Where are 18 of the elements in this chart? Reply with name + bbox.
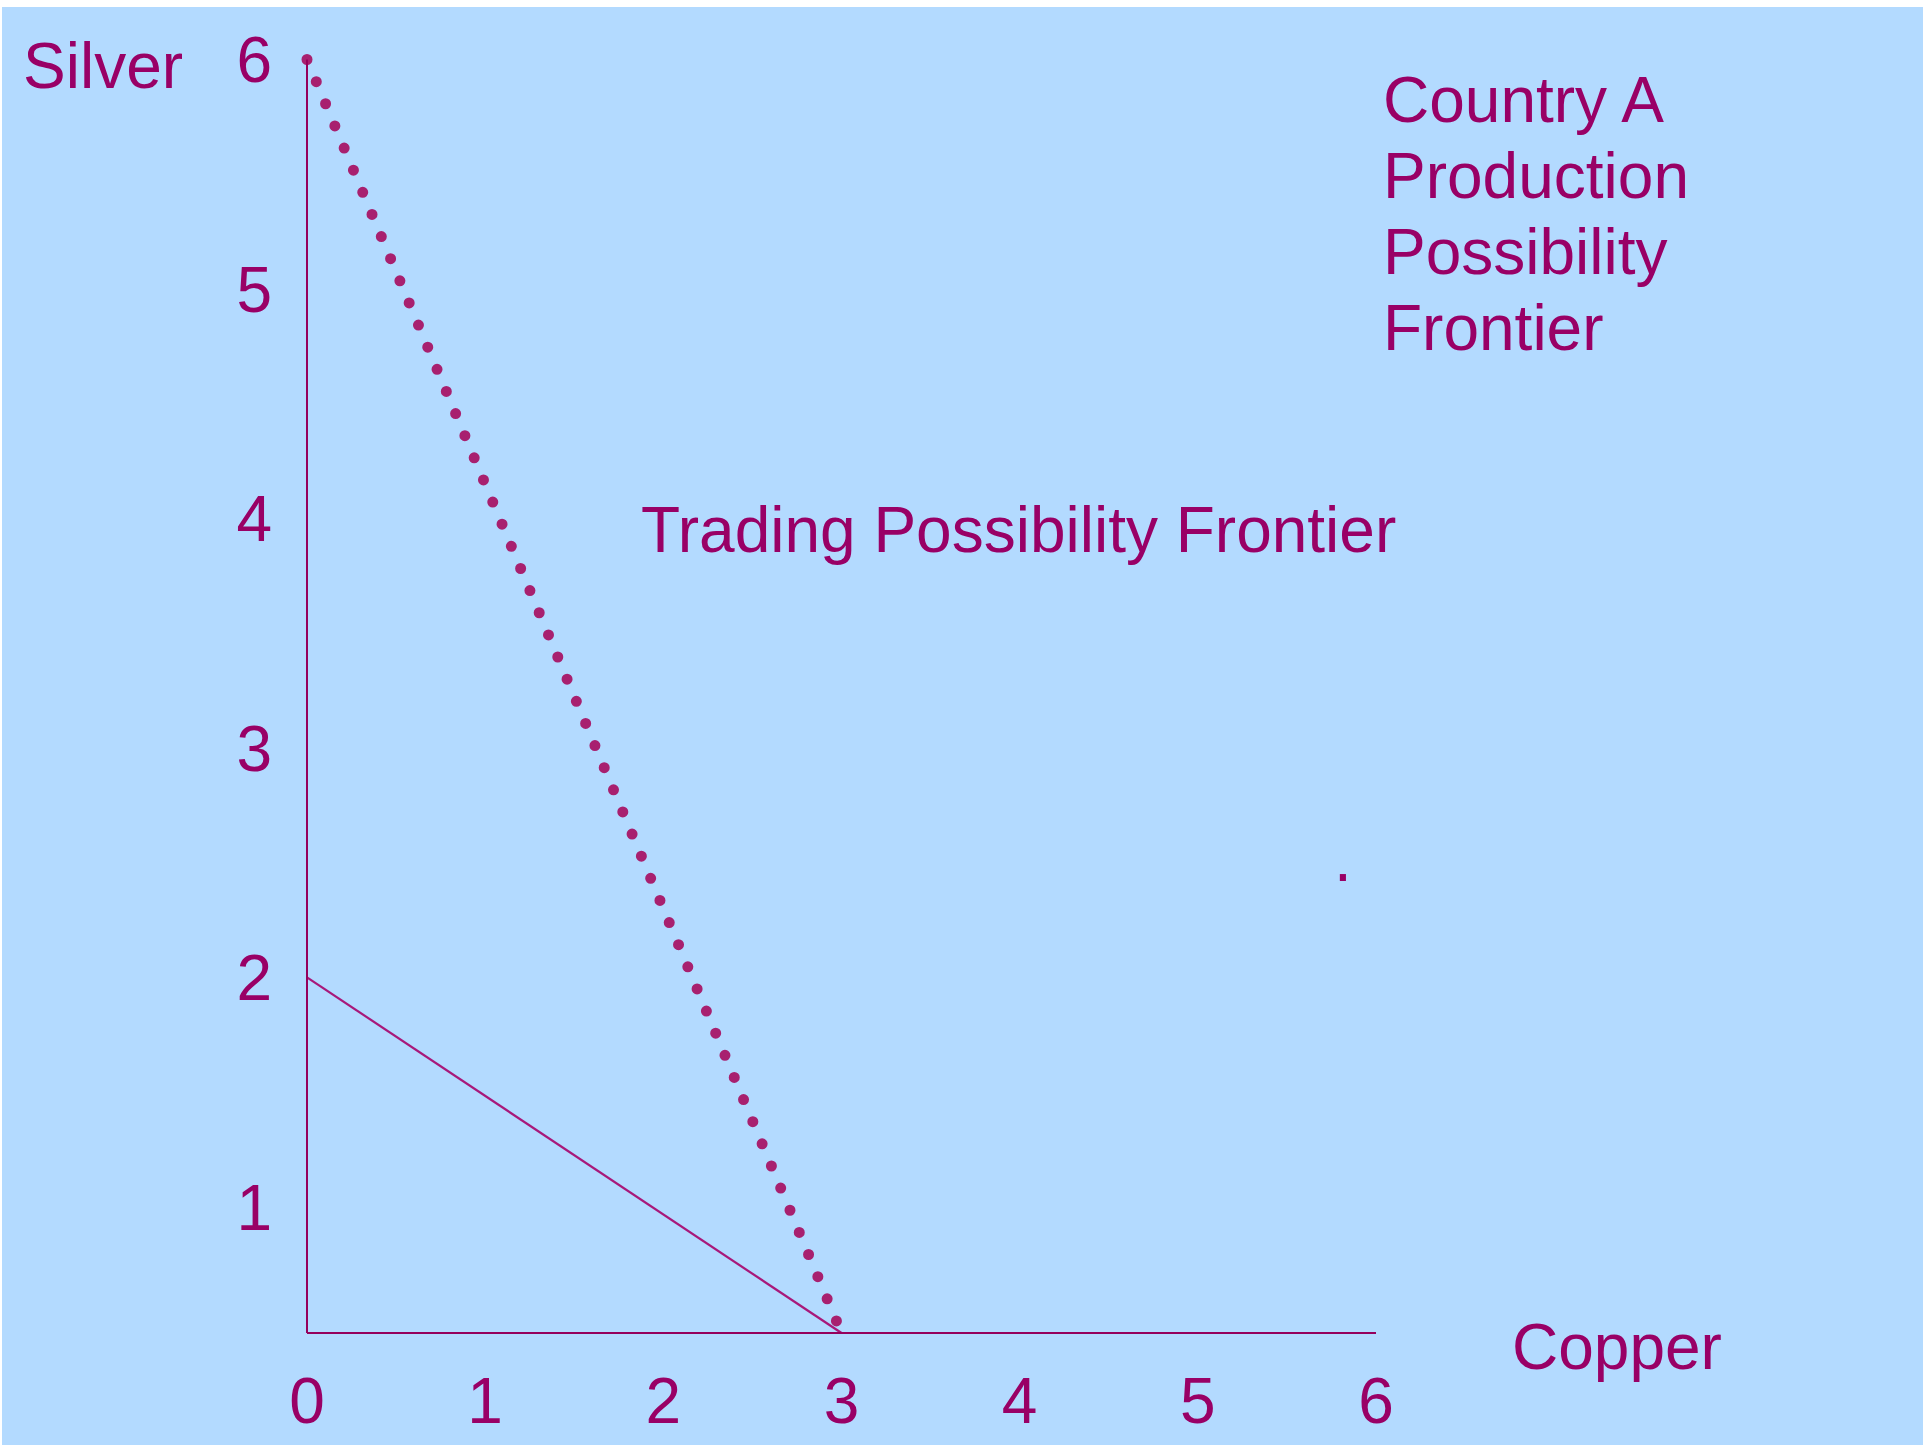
- x-tick-label: 1: [467, 1365, 503, 1438]
- x-tick-label: 5: [1180, 1365, 1216, 1438]
- y-tick-label: 4: [236, 483, 272, 556]
- text: Country A Production Possibility Frontier: [1383, 63, 1690, 366]
- annotation: .: [1334, 822, 1352, 897]
- x-tick-label: 0: [289, 1365, 325, 1438]
- y-tick-label: 3: [236, 712, 272, 785]
- x-tick-label: 3: [823, 1365, 860, 1438]
- x-axis-title: Copper: [1512, 1310, 1722, 1385]
- y-tick-label: 1: [236, 1171, 272, 1244]
- x-tick-label: 6: [1358, 1365, 1394, 1438]
- y-tick-label: 5: [236, 253, 272, 326]
- x-tick-label: 4: [1001, 1365, 1038, 1438]
- y-tick-label: 2: [236, 942, 272, 1015]
- annotation: Trading Possibility Frontier: [641, 493, 1397, 568]
- y-axis-title: Silver: [23, 29, 184, 104]
- x-tick-label: 2: [645, 1365, 682, 1438]
- y-tick-label: 6: [236, 24, 272, 97]
